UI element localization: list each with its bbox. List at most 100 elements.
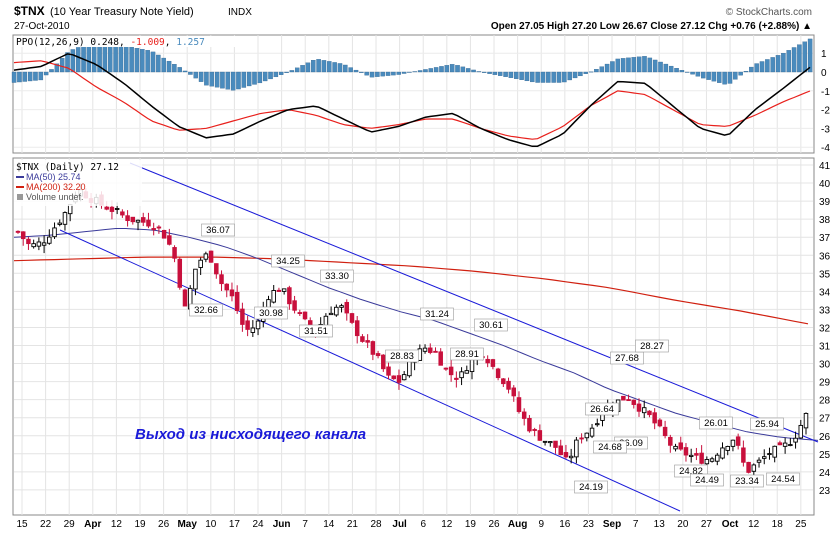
price-label: 23.34 [735,476,759,487]
ppo-y-tick-label: -1 [821,87,830,98]
x-tick-label: 26 [158,519,170,530]
candle-down [365,340,370,343]
ppo-histogram-bar [471,69,476,73]
price-y-axis: 41 40 39 38 37 36 35 34 33 32 31 30 29 28 27 26 25 24 23 [819,161,831,497]
ppo-y-tick-label: 1 [821,49,827,60]
ppo-histogram-bar [455,65,460,73]
ppo-histogram-bar [182,70,188,73]
candle-up [584,432,590,439]
ppo-histogram-bar [278,71,284,75]
price-labels: 36.07 32.66 34.25 30.98 33.30 31.51 31.24 28.83… [189,223,800,494]
ppo-histogram-bar [375,71,380,77]
ppo-histogram-bar [604,63,610,73]
candle-down [381,354,386,370]
symbol: $TNX [14,4,45,18]
ppo-histogram-bar [294,67,300,73]
ppo-histogram-bar [684,71,690,73]
price-label-box [635,339,669,353]
ppo-histogram-bar [43,71,49,76]
candle-down [678,442,684,450]
price-y-tick-label: 23 [819,486,831,497]
candle-up [339,305,344,308]
ppo-histogram-bar [754,63,759,73]
ppo-histogram-bar [380,71,385,77]
candle-down [626,399,631,402]
price-label-box [189,303,223,317]
price-label: 24.49 [695,475,719,486]
candle-down [15,230,21,233]
x-tick-label: 14 [323,519,335,530]
ppo-histogram-bar [214,71,220,88]
ppo-histogram-bar [551,71,556,83]
x-tick-label: 16 [559,519,571,530]
ppo-histogram-bar [198,71,204,82]
ppo-label: PPO(12,26,9) 0.248, -1.009, 1.257 [16,37,205,48]
candle-down [631,399,637,405]
candle-down [130,216,136,223]
candle-down [553,440,558,448]
candle-up [641,407,647,414]
ppo-histogram-bar [118,44,124,73]
ppo-histogram-bar [145,50,150,73]
price-y-tick-label: 24 [819,468,831,479]
ppo-histogram-bar [70,49,76,73]
channel-lower-line [59,229,681,512]
ppo-histogram-bar [257,71,263,84]
ppo-histogram-bar [497,71,503,76]
candle-down [146,219,151,227]
ppo-histogram-bar [727,71,733,84]
candle-up [751,464,757,472]
ppo-histogram-bar [38,71,44,81]
candle-down [182,289,188,307]
price-label-box [750,417,784,431]
ppo-histogram-bar [262,71,268,82]
candle-up [36,241,42,247]
ppo-histogram-bar [610,61,615,73]
candle-up [548,441,553,444]
price-label-box [299,324,333,338]
candle-down [621,395,626,401]
x-tick-label: 15 [16,519,28,530]
ppo-histogram-bar [540,71,546,83]
ppo-histogram-bar [679,70,685,73]
x-tick-label: 12 [111,519,123,530]
price-y-tick-label: 30 [819,360,831,371]
ppo-histogram-bar [733,71,738,80]
ppo-y-tick-label: -4 [821,143,830,154]
ppo-legend-box [14,36,254,47]
ppo-histogram-bar [749,66,754,73]
candle-down [579,437,584,440]
price-label-box [271,254,305,268]
candle-up [114,208,120,210]
x-tick-label: Jul [392,519,407,530]
candle-down [636,403,642,412]
candle-up [756,459,762,463]
candle-down [224,283,229,291]
candle-down [647,410,652,416]
ppo-histogram-bar [172,64,177,73]
ppo-histogram-bar [27,71,33,82]
ppo-histogram-bar [791,47,797,73]
ppo-histogram-bar [636,56,642,73]
ppo-histogram-bar [535,71,540,83]
candle-up [328,312,334,316]
ppo-histogram-bar [802,41,808,73]
candle-down [125,215,130,222]
candle-up [688,454,694,457]
ppo-histogram-bar [433,67,439,73]
candle-up [793,437,798,443]
price-label-box [420,307,454,321]
price-label: 26.01 [704,418,728,429]
ppo-histogram-bar [129,47,134,73]
ppo-histogram-bar [348,67,353,73]
x-tick-label: 27 [701,519,713,530]
x-tick-label: 22 [40,519,52,530]
ppo-histogram-bar [113,43,118,73]
candle-down [527,417,532,432]
price-label: 31.24 [425,309,449,320]
price-label: 28.27 [640,341,664,352]
candle-down [428,347,433,353]
candle-down [297,312,303,315]
price-label-box [690,473,724,487]
